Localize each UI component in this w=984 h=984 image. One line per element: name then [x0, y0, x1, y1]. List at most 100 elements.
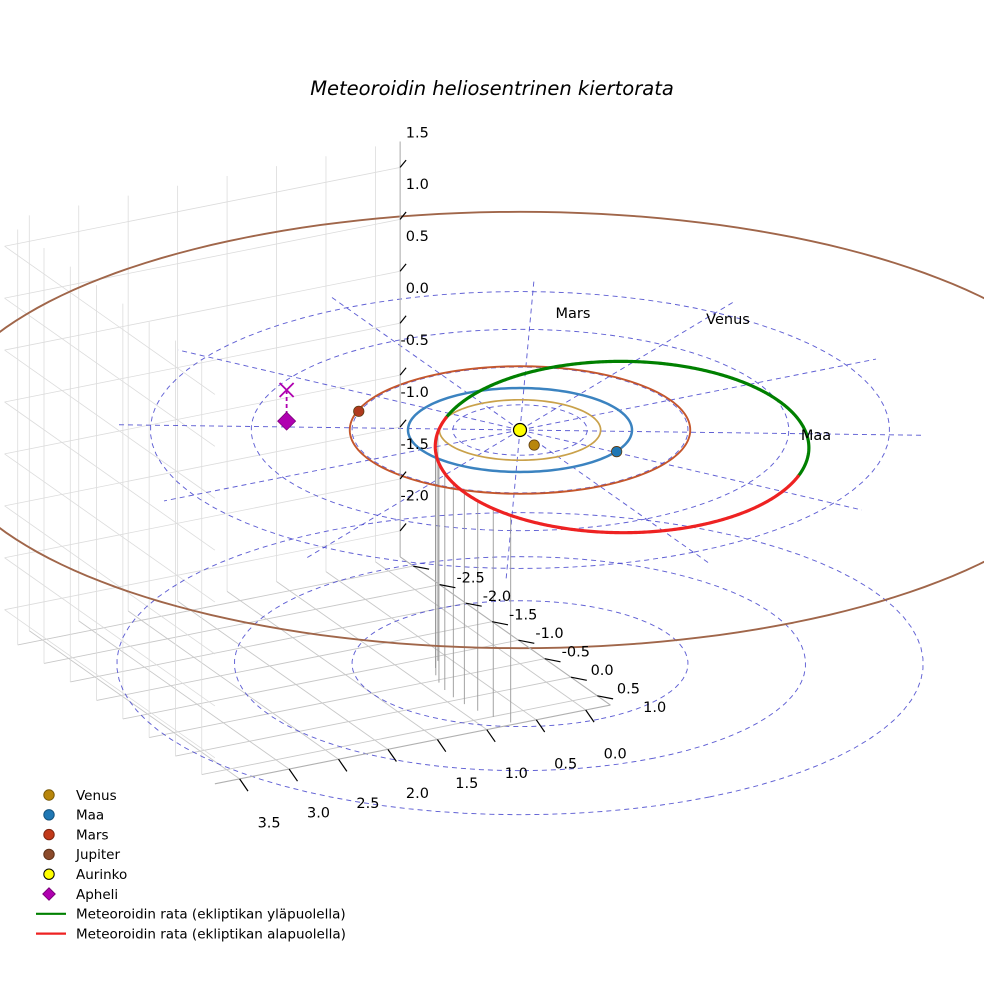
x-tick-1-mark: [439, 584, 456, 589]
z-tick-7-mark: [399, 523, 407, 532]
y-tick-0-label: 0.0: [604, 747, 627, 763]
axis-ticks-group: -2.5 -2.0 -1.5 -1.0 -0.5 0.0 0.5 1.0 0.0 0.5 1.0 1.…: [239, 125, 666, 832]
body-marker-venus: [528, 439, 540, 451]
y-tick-7-mark: [239, 778, 249, 792]
grid-line: [4, 218, 401, 299]
orbit-path-jupiter: [0, 210, 984, 650]
grid-line: [201, 695, 598, 776]
y-tick-1-label: 0.5: [554, 756, 577, 772]
x-tick-2-label: -1.5: [509, 608, 537, 624]
polar-grid-spoke: [519, 279, 535, 431]
grid-line: [4, 478, 401, 559]
page-title: Meteoroidin heliosentrinen kiertorata: [310, 77, 674, 100]
y-tick-7-label: 3.5: [258, 816, 281, 832]
legend-label-0: Venus: [76, 788, 117, 804]
legend-marker-venus: [43, 789, 55, 801]
orbit-stems-group: [435, 432, 512, 723]
annotation-mars: Mars: [556, 306, 591, 322]
y-tick-1-mark: [535, 719, 546, 733]
axis-lines-group: [214, 141, 611, 785]
meteoroid-orbit-group: [433, 359, 811, 535]
legend-label-2: Mars: [76, 827, 109, 843]
grid-line: [43, 584, 440, 664]
y-tick-6-label: 3.0: [307, 806, 330, 822]
grid-line: [4, 505, 216, 655]
polar-grid-spoke: [306, 429, 521, 559]
x-tick-3-label: -1.0: [535, 626, 563, 642]
y-tick-5-label: 2.5: [356, 796, 379, 812]
z-tick-2-mark: [399, 263, 407, 272]
polar-grid-circle-floor: [116, 512, 924, 816]
grid-line: [4, 297, 216, 447]
z-tick-7-label: -2.0: [401, 489, 429, 505]
polar-grid-spoke: [163, 429, 521, 502]
orbit-path-venus: [438, 398, 602, 462]
z-tick-6-mark: [399, 471, 407, 480]
grid-line: [4, 374, 401, 455]
x-tick-4-mark: [518, 639, 535, 644]
y-tick-0-mark: [585, 709, 595, 723]
legend-label-4: Aurinko: [76, 867, 127, 883]
z-tick-3-mark: [399, 315, 407, 324]
x-tick-0-mark: [413, 565, 430, 570]
x-tick-4-label: -0.5: [562, 645, 590, 661]
celestial-bodies-group: [277, 382, 623, 458]
z-tick-0-label: 1.5: [406, 125, 429, 141]
polar-grid-spoke: [519, 429, 923, 436]
grid-line: [78, 620, 290, 770]
grid-line: [29, 630, 240, 780]
polar-grid-circle-floor: [351, 600, 689, 728]
grid-line: [4, 401, 216, 551]
apheli-diamond-marker: [277, 411, 297, 431]
legend-marker-apheli: [42, 887, 56, 901]
annotation-venus: Venus: [706, 312, 750, 328]
grid-line: [175, 676, 572, 757]
y-tick-4-mark: [387, 749, 397, 762]
z-tick-1-label: 1.0: [406, 177, 429, 193]
legend-label-5: Apheli: [76, 887, 118, 903]
legend-label-6: Meteoroidin rata (ekliptikan yläpuolella…: [76, 907, 346, 923]
orbit-path-maa: [406, 386, 634, 474]
grid-line: [4, 322, 401, 403]
y-tick-3-mark: [436, 739, 447, 753]
grid-line: [177, 600, 389, 750]
grid-line: [4, 245, 216, 395]
polar-grid-spoke: [519, 301, 734, 431]
polar-grid-spoke: [177, 349, 521, 431]
grid-line: [4, 270, 401, 351]
body-marker-maa: [611, 446, 623, 458]
grid-line: [4, 609, 216, 759]
grid-line: [4, 426, 401, 507]
polar-grid-spoke: [519, 429, 863, 511]
x-tick-7-mark: [597, 695, 614, 700]
x-tick-6-label: 0.5: [617, 682, 640, 698]
meteoroid-orbit-below-ecliptic: [433, 416, 800, 535]
y-tick-2-mark: [486, 729, 496, 743]
grid-line: [17, 565, 414, 646]
z-tick-3-label: 0.0: [406, 281, 429, 297]
y-tick-2-label: 1.0: [505, 766, 528, 782]
polar-grid-spoke: [117, 424, 521, 431]
y-tick-5-mark: [338, 758, 348, 772]
x-tick-0-label: -2.5: [456, 571, 484, 587]
z-tick-0-mark: [399, 159, 407, 168]
grid-line: [226, 590, 438, 740]
legend-label-1: Maa: [76, 808, 104, 824]
x-tick-6-mark: [570, 676, 587, 681]
polar-grid-circle-floor: [234, 556, 806, 772]
z-tick-1-mark: [399, 211, 407, 220]
x-tick-5-mark: [544, 658, 561, 663]
grid-line: [375, 561, 586, 711]
grid-line: [70, 602, 466, 683]
x-axis-line: [399, 556, 611, 706]
grid-line: [4, 530, 401, 611]
grid-line: [122, 639, 519, 720]
grid-line: [4, 453, 216, 603]
grid-line: [4, 167, 401, 247]
legend-marker-aurinko: [43, 868, 55, 880]
body-marker-aurinko: [512, 422, 528, 438]
polar-grid-spoke: [330, 296, 521, 431]
orbit-path-mars: [348, 365, 692, 495]
grid-line: [149, 658, 545, 738]
